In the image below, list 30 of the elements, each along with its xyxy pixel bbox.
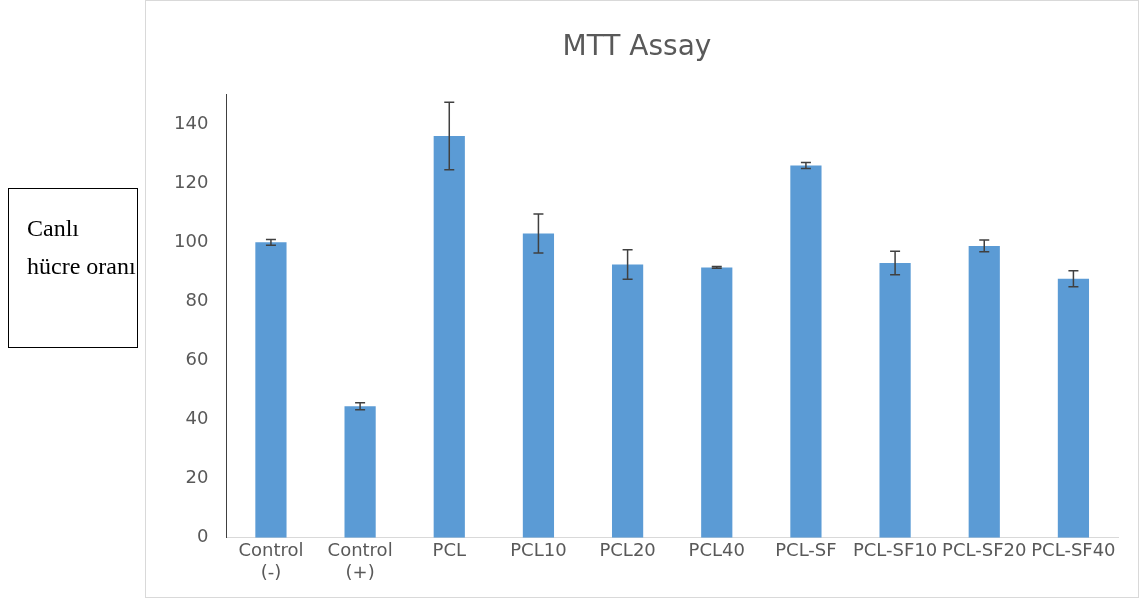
x-tick-label: Control (-) bbox=[238, 539, 304, 582]
x-tick-label: PCL bbox=[432, 539, 466, 561]
bar bbox=[522, 233, 555, 538]
x-tick-label: Control (+) bbox=[327, 539, 393, 582]
bar bbox=[611, 264, 644, 538]
x-tick-label: PCL-SF40 bbox=[1031, 539, 1116, 561]
bar bbox=[968, 245, 1000, 538]
y-tick-label: 60 bbox=[185, 348, 209, 370]
chart-title: MTT Assay bbox=[562, 29, 712, 63]
x-tick-label: PCL20 bbox=[599, 539, 656, 561]
y-tick-label: 40 bbox=[185, 407, 209, 429]
y-tick-label: 20 bbox=[185, 466, 209, 488]
bar bbox=[790, 165, 822, 538]
y-tick-label: 120 bbox=[174, 170, 209, 192]
y-axis-title: Canlı hücre oranı bbox=[8, 188, 138, 348]
x-tick-label: PCL-SF10 bbox=[852, 539, 938, 561]
bar bbox=[1057, 278, 1090, 538]
x-tick-label: PCL10 bbox=[510, 539, 567, 561]
x-tick-label: PCL-SF bbox=[775, 539, 837, 561]
bar bbox=[344, 406, 376, 538]
x-tick-label: PCL40 bbox=[688, 539, 745, 561]
y-tick-label: 100 bbox=[174, 230, 209, 252]
y-tick-label: 80 bbox=[185, 289, 209, 311]
bar bbox=[879, 263, 911, 538]
y-tick-label: 140 bbox=[174, 111, 209, 133]
bar bbox=[433, 135, 465, 538]
x-tick-label: PCL-SF20 bbox=[942, 539, 1027, 561]
y-tick-label: 0 bbox=[196, 525, 209, 547]
bar bbox=[701, 267, 733, 538]
bar bbox=[255, 242, 287, 538]
